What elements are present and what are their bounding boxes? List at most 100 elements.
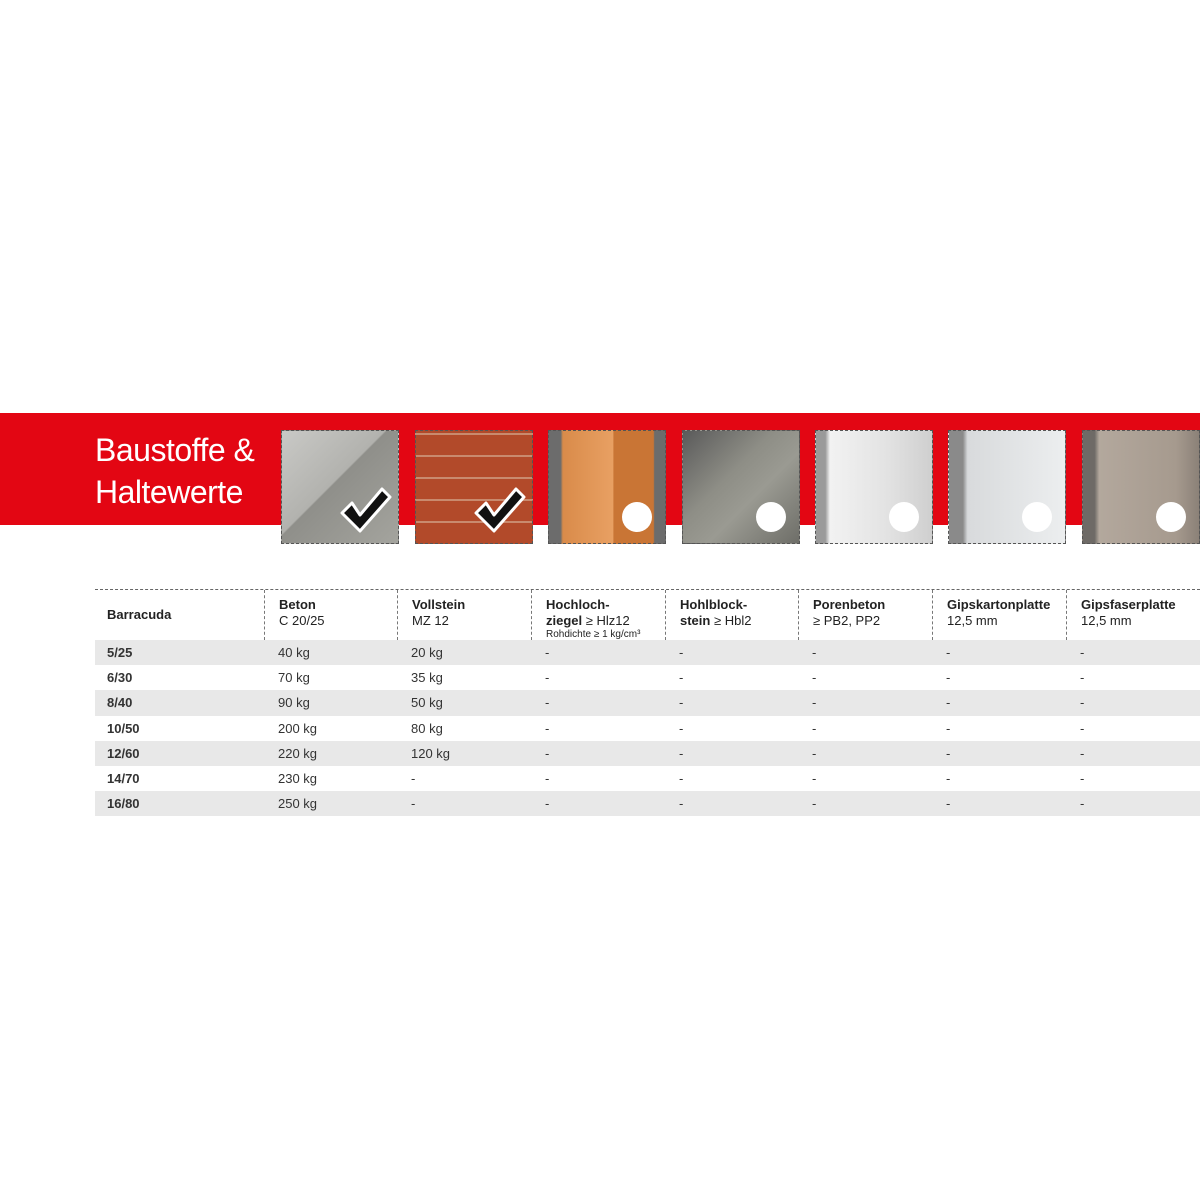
table-cell: 6/30 [107, 670, 133, 686]
title-line: Baustoffe & [95, 432, 255, 468]
checkmark [340, 487, 392, 533]
column-name: Gipsfaserplatte [1081, 597, 1176, 612]
header-cell: Porenbeton ≥ PB2, PP2 [798, 590, 932, 640]
tile-icon [474, 487, 526, 533]
table-cell: 220 kg [278, 745, 318, 761]
column-name: Vollstein [412, 597, 466, 612]
material-tile [682, 430, 800, 544]
table-row: 16/80 250 kg - - - - - - [95, 791, 1200, 817]
header-line: Gipskartonplatte [947, 597, 1066, 613]
table-cell: 40 kg [278, 645, 310, 660]
table-cell: 14/70 [107, 770, 140, 786]
table-row: 12/60 220 kg 120 kg - - - - - [95, 740, 1200, 766]
header-line: Vollstein [412, 597, 531, 613]
column-spec: MZ 12 [412, 613, 449, 628]
tile-icon [622, 502, 652, 532]
table-cell: 230 kg [278, 770, 318, 786]
column-spec: ≥ Hbl2 [713, 613, 752, 628]
status-circle [889, 502, 919, 532]
column-name: Beton [279, 597, 316, 612]
header-cell: Hochloch-ziegel ≥ Hlz12 Rohdichte ≥ 1 kg/… [531, 590, 665, 640]
material-tile [1082, 430, 1200, 544]
table-cell: - [946, 695, 951, 711]
tile-icon [756, 502, 786, 532]
header-line: Porenbeton [813, 597, 932, 613]
column-spec: C 20/25 [279, 613, 325, 628]
table-cell: 8/40 [107, 695, 133, 711]
tile-icon [1022, 502, 1052, 532]
header-cell: Barracuda [95, 590, 264, 640]
table-cell: 16/80 [107, 796, 140, 812]
table-cell: - [545, 695, 550, 711]
table: Barracuda Beton C 20/25 Vollstein MZ 12 Hochl… [95, 589, 1200, 817]
column-name: stein [680, 613, 711, 628]
table-cell: - [946, 645, 951, 660]
column-name: Barracuda [107, 607, 172, 622]
column-spec: ≥ PB2, PP2 [813, 613, 881, 628]
table-cell: - [545, 745, 550, 761]
status-circle [756, 502, 786, 532]
table-cell: - [679, 645, 684, 660]
tile-icon [340, 487, 392, 533]
column-name: Gipskartonplatte [947, 597, 1051, 612]
table-cell: - [1080, 745, 1085, 761]
table-cell: - [812, 695, 817, 711]
table-cell: - [679, 695, 684, 711]
table-cell: - [812, 720, 817, 736]
column-name: ziegel [546, 613, 583, 628]
table-cell: - [1080, 670, 1085, 686]
header-cell: Gipskartonplatte 12,5 mm [932, 590, 1066, 640]
table-cell: - [679, 720, 684, 736]
table-cell: 70 kg [278, 670, 310, 686]
table-header: Barracuda Beton C 20/25 Vollstein MZ 12 Hochl… [95, 589, 1200, 640]
table-cell: 20 kg [411, 645, 443, 660]
table-cell: - [545, 720, 550, 736]
title-line: Haltewerte [95, 474, 243, 510]
table-cell: 200 kg [278, 720, 318, 736]
table-cell: - [545, 770, 550, 786]
material-tile [415, 430, 533, 544]
column-name: Hochloch- [546, 597, 610, 612]
table-cell: - [545, 670, 550, 686]
table-cell: 80 kg [411, 720, 443, 736]
status-circle [1022, 502, 1052, 532]
table-row: 8/40 90 kg 50 kg - - - - - [95, 690, 1200, 716]
column-spec: 12,5 mm [947, 613, 998, 628]
table-cell: - [1080, 770, 1085, 786]
header-cell: Beton C 20/25 [264, 590, 397, 640]
table-cell: - [545, 645, 550, 660]
table-cell: - [1080, 645, 1085, 660]
status-circle [1156, 502, 1186, 532]
table-cell: - [812, 745, 817, 761]
status-circle [622, 502, 652, 532]
table-cell: - [545, 796, 550, 812]
table-cell: - [411, 770, 416, 786]
table-row: 5/25 40 kg 20 kg - - - - - [95, 640, 1200, 666]
material-tile [948, 430, 1066, 544]
table-cell: - [946, 720, 951, 736]
table-cell: 250 kg [278, 796, 318, 812]
checkmark [474, 487, 526, 533]
tile-icon [1156, 502, 1186, 532]
column-spec: ≥ Hlz12 [585, 613, 630, 628]
material-tile [281, 430, 399, 544]
table-cell: - [946, 745, 951, 761]
table-row: 14/70 230 kg - - - - - - [95, 766, 1200, 791]
column-spec: 12,5 mm [1081, 613, 1132, 628]
header-cell: Gipsfaserplatte 12,5 mm [1066, 590, 1200, 640]
table-cell: - [679, 770, 684, 786]
header-line: ziegel ≥ Hlz12 [546, 613, 665, 629]
table-cell: 120 kg [411, 745, 451, 761]
table-cell: - [946, 670, 951, 686]
column-note: Rohdichte ≥ 1 kg/cm³ [546, 629, 641, 640]
table-cell: - [1080, 796, 1085, 812]
table-cell: - [812, 770, 817, 786]
tile-icon [889, 502, 919, 532]
header-cell: Vollstein MZ 12 [397, 590, 531, 640]
table-row: 6/30 70 kg 35 kg - - - - - [95, 665, 1200, 690]
table-cell: - [411, 796, 416, 812]
table-cell: 90 kg [278, 695, 310, 711]
header-line: Hochloch- [546, 597, 665, 613]
table-cell: 35 kg [411, 670, 443, 686]
